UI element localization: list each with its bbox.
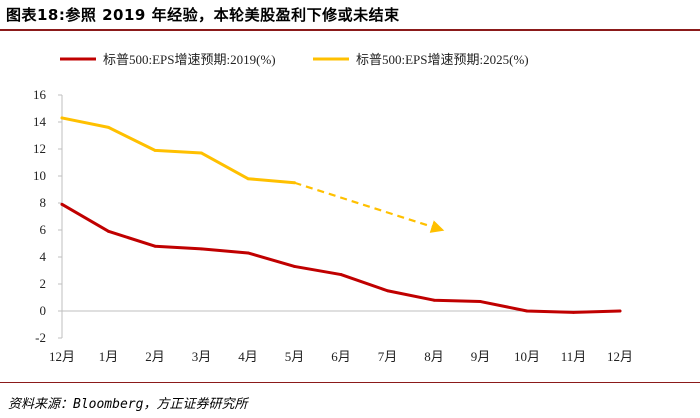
y-tick-label: -2 <box>35 330 46 345</box>
series-point-1 <box>246 251 250 255</box>
series-point-1 <box>107 229 110 233</box>
y-tick-label: 6 <box>40 222 47 237</box>
x-tick-label: 10月 <box>514 349 540 364</box>
x-tick-label: 4月 <box>238 349 258 364</box>
series-point-1 <box>479 300 482 303</box>
y-tick-label: 8 <box>40 195 47 210</box>
y-tick-label: 16 <box>33 87 47 102</box>
series-point-1 <box>153 244 157 248</box>
series-line-2 <box>60 116 296 185</box>
x-tick-label: 2月 <box>145 349 165 364</box>
series-point-2 <box>200 151 203 155</box>
series-line-1 <box>60 202 622 314</box>
series-point-1 <box>618 309 622 313</box>
y-tick-label: 10 <box>33 168 46 183</box>
x-tick-label: 12月 <box>49 349 75 364</box>
source-divider <box>0 382 700 383</box>
series-point-2 <box>153 148 157 152</box>
source-note: 资料来源：Bloomberg，方正证券研究所 <box>8 397 248 412</box>
x-tick-label: 5月 <box>285 349 305 364</box>
series-point-2 <box>60 116 64 120</box>
series-point-1 <box>293 265 296 268</box>
y-tick-label: 4 <box>40 249 47 264</box>
series-point-1 <box>432 298 436 302</box>
y-tick-label: 14 <box>33 114 47 129</box>
series-point-1 <box>572 310 575 314</box>
trend-arrow <box>294 181 445 233</box>
series-point-1 <box>60 202 64 206</box>
series-point-1 <box>339 273 343 276</box>
x-tick-label: 6月 <box>331 349 351 364</box>
legend-label-2: 标普500:EPS增速预期:2025(%) <box>356 52 529 67</box>
title-divider <box>0 29 700 31</box>
x-tick-label: 9月 <box>471 349 491 364</box>
legend-label-1: 标普500:EPS增速预期:2019(%) <box>103 52 276 67</box>
series-point-1 <box>525 309 529 313</box>
x-tick-label: 7月 <box>378 349 398 364</box>
x-tick-label: 12月 <box>607 349 633 364</box>
series-point-2 <box>107 126 110 129</box>
x-tick-label: 11月 <box>561 349 587 364</box>
y-tick-label: 12 <box>33 141 46 156</box>
y-tick-label: 0 <box>40 303 47 318</box>
line-chart: -2 0 2 4 6 8 10 12 14 16 12月 1月 2月 3月 4月 5月 6月 7月 8月 9月 10月 1… <box>33 52 633 364</box>
x-tick-label: 1月 <box>99 349 119 364</box>
x-tick-label: 3月 <box>192 349 212 364</box>
x-tick-label: 8月 <box>424 349 444 364</box>
series-point-1 <box>200 247 203 251</box>
series-point-2 <box>246 177 250 181</box>
series-point-1 <box>386 289 389 293</box>
y-tick-label: 2 <box>40 276 47 291</box>
chart-title: 图表18:参照 2019 年经验，本轮美股盈利下修或未结束 <box>6 6 400 24</box>
